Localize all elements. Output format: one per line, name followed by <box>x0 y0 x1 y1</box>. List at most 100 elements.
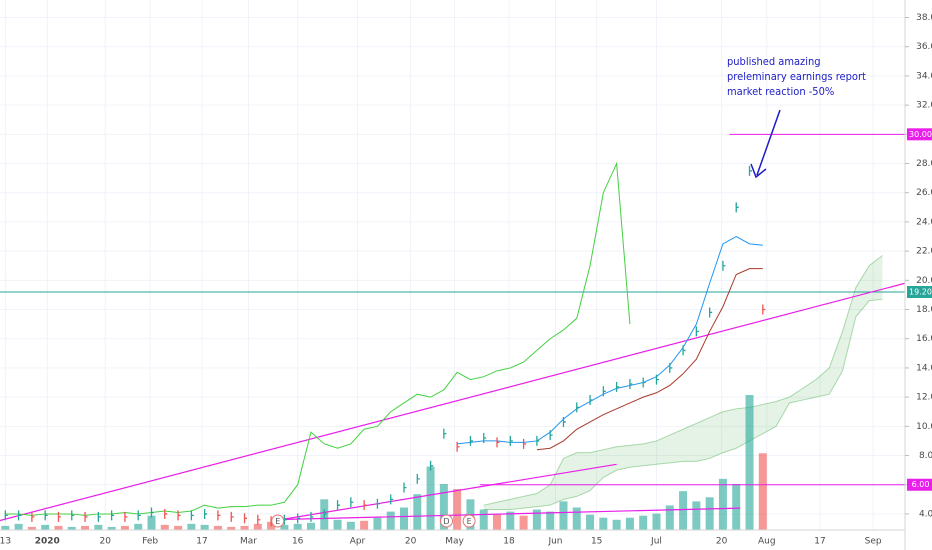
indicator-line <box>536 268 763 451</box>
volume-bar <box>692 501 701 530</box>
price-bar <box>602 386 606 397</box>
price-bar <box>522 438 527 449</box>
volume-bar <box>439 483 448 530</box>
volume-bar <box>718 478 727 530</box>
x-tick-label: Aug <box>758 537 776 547</box>
price-bar <box>390 494 394 505</box>
price-bar <box>416 473 420 484</box>
level-label: 6.00 <box>912 480 930 489</box>
price-bar <box>642 377 646 388</box>
price-bar <box>31 511 35 522</box>
ichimoku-cloud <box>483 255 883 510</box>
price-bar <box>297 513 301 524</box>
x-tick-label: 16 <box>292 537 304 547</box>
volume-bar <box>333 519 342 530</box>
price-bar <box>509 435 513 446</box>
price-bar <box>722 260 726 271</box>
y-tick-label: 20.00 <box>916 276 932 286</box>
event-label: D <box>443 517 449 526</box>
volume-bar <box>399 507 408 530</box>
volume-bar <box>41 524 50 530</box>
y-tick-label: 34.00 <box>916 71 932 81</box>
volume-bar <box>227 526 236 530</box>
price-bar <box>323 508 327 519</box>
price-bar <box>150 507 154 518</box>
level-label-bg <box>907 478 932 491</box>
price-bar <box>669 362 673 373</box>
indicator-line <box>457 235 763 445</box>
price-bar <box>735 202 739 213</box>
x-tick-label: May <box>445 537 464 547</box>
x-tick-label: 20 <box>100 537 112 547</box>
price-bar <box>363 500 367 511</box>
price-bar <box>748 165 753 176</box>
y-tick-label: 18.00 <box>916 305 932 315</box>
trend-line <box>271 507 741 521</box>
volume-bar <box>413 494 422 530</box>
volume-bar <box>1 525 10 530</box>
price-bar <box>536 435 540 446</box>
price-bar <box>615 381 620 392</box>
volume-bar <box>758 453 767 530</box>
y-tick-label: 10.00 <box>916 422 932 432</box>
price-bar <box>310 511 314 522</box>
annotation: published amazing <box>727 55 821 68</box>
price-bar <box>17 510 22 521</box>
volume-bar <box>81 525 90 530</box>
x-tick-label: Feb <box>142 537 158 547</box>
y-tick-label: 26.00 <box>916 188 932 198</box>
volume-bar <box>386 511 395 530</box>
volume-bar <box>67 526 76 530</box>
y-tick-label: 32.00 <box>916 101 932 111</box>
price-bar <box>350 497 354 508</box>
level-label-bg <box>907 286 932 299</box>
volume-bar <box>572 507 581 530</box>
x-tick-label: 20 <box>405 537 417 547</box>
price-bar <box>4 510 8 521</box>
y-tick-label: 22.00 <box>916 247 932 257</box>
y-tick-label: 24.00 <box>916 217 932 227</box>
price-bar <box>110 510 115 521</box>
price-bar <box>562 416 566 427</box>
volume-bar <box>200 524 209 530</box>
price-bar <box>257 514 261 525</box>
price-bar <box>629 378 633 389</box>
price-bar <box>762 304 766 315</box>
y-tick-label: 4.00 <box>919 509 932 519</box>
x-tick-label: 15 <box>591 537 602 547</box>
volume-bar <box>160 524 169 530</box>
trend-line <box>0 282 906 522</box>
volume-bar <box>532 509 541 530</box>
annotation: preleminary earnings report <box>727 70 866 83</box>
volume-bar <box>426 466 435 530</box>
volume-bar <box>705 497 714 530</box>
price-bar <box>57 511 61 522</box>
annotation: market reaction -50% <box>727 85 834 98</box>
annotation-arrow <box>750 109 781 179</box>
volume-bar <box>54 525 63 530</box>
x-tick-label: 17 <box>196 537 207 547</box>
y-tick-label: 36.00 <box>916 42 932 52</box>
price-bar <box>283 514 287 525</box>
volume-bar <box>27 526 36 530</box>
y-tick-label: 28.00 <box>916 159 932 169</box>
volume-bar <box>280 524 289 530</box>
price-bar <box>695 326 699 337</box>
volume-bar <box>373 517 382 530</box>
price-bar <box>243 513 248 524</box>
price-bar <box>456 441 460 452</box>
volume-bar <box>253 523 262 530</box>
price-bar <box>549 430 553 441</box>
y-tick-label: 16.00 <box>916 334 932 344</box>
event-label: E <box>275 517 280 526</box>
volume-bar <box>346 521 355 530</box>
volume-bar <box>213 525 222 530</box>
y-tick-label: 14.00 <box>916 363 932 373</box>
indicator-line <box>5 161 631 516</box>
price-bar <box>708 307 713 318</box>
x-tick-label: 20 <box>716 537 728 547</box>
volume-bar <box>625 517 634 530</box>
volume-bar <box>599 517 608 530</box>
